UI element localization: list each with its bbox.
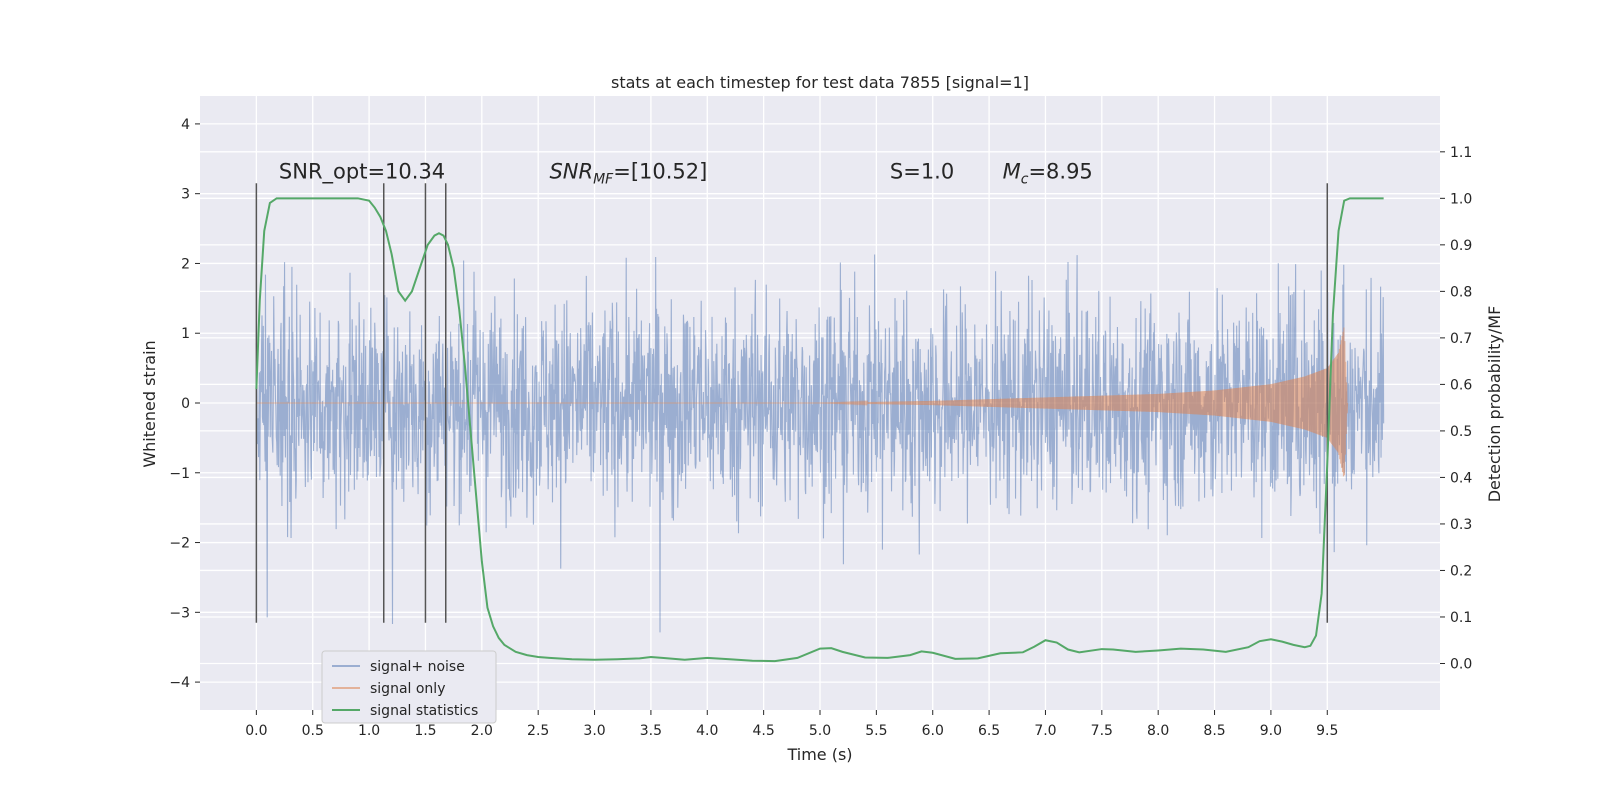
y-tick-label: 2	[181, 256, 190, 272]
annotation-text: SNR_opt=10.34	[279, 159, 445, 184]
x-tick-label: 5.5	[865, 723, 887, 739]
y2-tick-label: 0.8	[1450, 284, 1472, 300]
series-signal-noise	[255, 254, 1385, 633]
x-tick-label: 6.5	[978, 723, 1000, 739]
annotations: SNR_opt=10.34 SNRMF=[10.52] S=1.0 Mc=8.95	[279, 159, 1093, 187]
x-tick-label: 6.0	[922, 723, 944, 739]
y2-tick-label: 0.0	[1450, 656, 1472, 672]
right-axis-ticks: 1.1 1.0 0.9 0.8 0.7 0.6 0.5 0.4 0.3 0.2 0.1 0.0	[1440, 145, 1472, 672]
chirp-trace	[256, 327, 1349, 477]
annotation-text: S=1.0	[890, 159, 954, 183]
annotation-text: Mc=8.95	[1003, 159, 1093, 187]
y-tick-label: 3	[181, 187, 190, 203]
x-tick-label: 9.0	[1260, 723, 1282, 739]
x-tick-label: 1.5	[414, 723, 436, 739]
y-tick-label: −4	[169, 675, 190, 691]
y2-tick-label: 0.4	[1450, 470, 1472, 486]
y2-tick-label: 0.5	[1450, 424, 1472, 440]
x-tick-label: 7.5	[1091, 723, 1113, 739]
y-axis-ticks: 4 3 2 1 0 −1 −2 −3 −4	[169, 117, 200, 691]
legend-box	[321, 650, 497, 724]
y-axis-label: Whitened strain	[140, 340, 159, 467]
y2-tick-label: 0.6	[1450, 377, 1472, 393]
statistics-line	[255, 197, 1384, 663]
y2-tick-label: 0.1	[1450, 610, 1472, 626]
legend-label: signal+ noise	[370, 659, 465, 675]
y-tick-label: −3	[169, 605, 190, 621]
y-tick-label: 4	[181, 117, 190, 133]
right-axis-label: Detection probability/MF	[1485, 306, 1504, 503]
x-tick-label: 0.5	[302, 723, 324, 739]
legend-label: signal statistics	[370, 703, 478, 719]
x-tick-label: 1.0	[358, 723, 380, 739]
x-axis-ticks: 0.0 0.5 1.0 1.5 2.0 2.5 3.0 3.5 4.0 4.5 5.0 5.5 6.0 6…	[245, 710, 1338, 739]
y2-tick-label: 1.0	[1450, 191, 1472, 207]
vertical-markers	[255, 183, 1329, 623]
legend: signal+ noise signal only signal statistic…	[321, 650, 497, 724]
annotation-text: SNRMF=[10.52]	[549, 159, 707, 187]
series-signal-statistics	[255, 197, 1384, 663]
y-tick-label: −1	[169, 466, 190, 482]
x-tick-label: 7.0	[1034, 723, 1056, 739]
y2-tick-label: 0.3	[1450, 517, 1472, 533]
x-tick-label: 3.5	[640, 723, 662, 739]
x-tick-label: 3.0	[583, 723, 605, 739]
chart-title: stats at each timestep for test data 785…	[611, 73, 1029, 92]
y2-tick-label: 0.9	[1450, 238, 1472, 254]
x-tick-label: 5.0	[809, 723, 831, 739]
y2-tick-label: 0.7	[1450, 331, 1472, 347]
y-tick-label: −2	[169, 536, 190, 552]
x-tick-label: 8.0	[1147, 723, 1169, 739]
legend-label: signal only	[370, 681, 445, 697]
y-tick-label: 1	[181, 326, 190, 342]
series-signal-only	[256, 327, 1349, 477]
x-tick-label: 4.5	[753, 723, 775, 739]
x-tick-label: 2.5	[527, 723, 549, 739]
y2-tick-label: 1.1	[1450, 145, 1472, 161]
x-axis-label: Time (s)	[786, 745, 852, 764]
y-tick-label: 0	[181, 396, 190, 412]
x-tick-label: 0.0	[245, 723, 267, 739]
x-tick-label: 8.5	[1203, 723, 1225, 739]
y2-tick-label: 0.2	[1450, 563, 1472, 579]
x-tick-label: 2.0	[471, 723, 493, 739]
x-tick-label: 4.0	[696, 723, 718, 739]
x-tick-label: 9.5	[1316, 723, 1338, 739]
noise-trace	[255, 254, 1385, 633]
